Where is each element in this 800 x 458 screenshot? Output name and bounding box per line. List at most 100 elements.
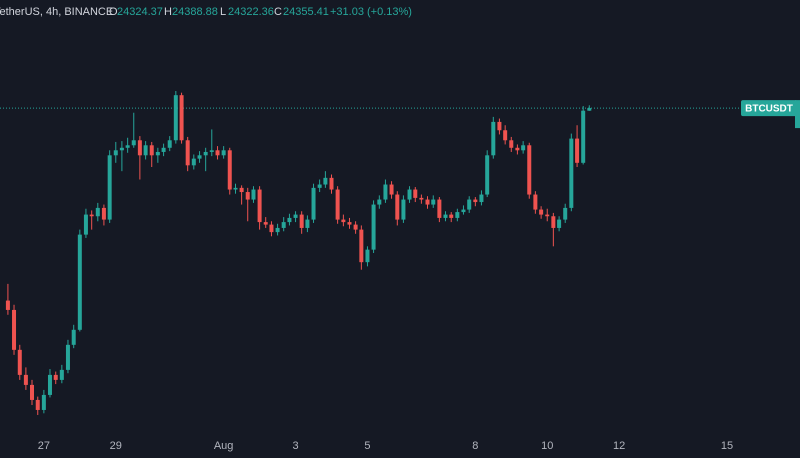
candle-body bbox=[521, 145, 526, 151]
candle-body bbox=[23, 374, 28, 385]
candle-body bbox=[467, 199, 472, 210]
candle-body bbox=[413, 189, 418, 198]
candle-body bbox=[497, 121, 502, 131]
candle-body bbox=[299, 214, 304, 228]
candle-body bbox=[185, 140, 190, 166]
candle-body bbox=[371, 204, 376, 250]
candle-body bbox=[191, 158, 196, 166]
candle-body bbox=[137, 140, 142, 156]
x-tick-label: 12 bbox=[613, 440, 625, 452]
candle-body bbox=[281, 222, 286, 228]
candle-body bbox=[155, 151, 160, 156]
candle-body bbox=[581, 110, 586, 163]
candle-body bbox=[77, 234, 82, 330]
candle-body bbox=[509, 140, 514, 148]
candle-body bbox=[455, 212, 460, 218]
x-tick-label: 3 bbox=[292, 440, 298, 452]
candle-body bbox=[173, 95, 178, 141]
candle-body bbox=[197, 155, 202, 159]
x-tick-label: 10 bbox=[541, 440, 553, 452]
candle-body bbox=[12, 309, 17, 350]
candle-body bbox=[383, 184, 388, 200]
x-tick-label: 15 bbox=[721, 440, 733, 452]
candle-body bbox=[377, 199, 382, 205]
candle-body bbox=[269, 224, 274, 233]
change: +31.03 (+0.13%) bbox=[330, 6, 412, 18]
candle-body bbox=[491, 121, 496, 156]
candle-body bbox=[443, 214, 448, 218]
candle-body bbox=[101, 207, 106, 220]
candle-body bbox=[473, 199, 478, 203]
candle-body bbox=[143, 145, 148, 156]
ohlc-value: 24355.41 bbox=[283, 6, 329, 18]
candle-body bbox=[461, 209, 466, 213]
candle-body bbox=[65, 344, 70, 370]
candle-body bbox=[293, 214, 298, 218]
candle-body bbox=[431, 199, 436, 205]
candle-body bbox=[551, 216, 556, 228]
price-label-box bbox=[741, 100, 797, 117]
candle-body bbox=[563, 207, 568, 220]
x-tick-label: 27 bbox=[38, 440, 50, 452]
candle-body bbox=[575, 138, 580, 163]
candle-body bbox=[41, 394, 46, 410]
candle-body bbox=[305, 219, 310, 228]
candle-body bbox=[545, 214, 550, 217]
candle-body bbox=[239, 187, 244, 193]
candle-body bbox=[353, 224, 358, 230]
candle-body bbox=[347, 222, 352, 225]
candle-body bbox=[35, 399, 40, 410]
candle-body bbox=[329, 177, 334, 190]
ohlc-label: O bbox=[109, 6, 118, 18]
candle-body bbox=[113, 150, 118, 156]
candle-body bbox=[425, 199, 430, 205]
ohlc-value: 24322.36 bbox=[228, 6, 274, 18]
candle-body bbox=[245, 192, 250, 200]
candle-body bbox=[287, 217, 292, 223]
x-tick-label: Aug bbox=[214, 440, 234, 452]
candle-body bbox=[209, 150, 214, 152]
candle-body bbox=[131, 140, 136, 146]
x-tick-label: 8 bbox=[472, 440, 478, 452]
candle-body bbox=[533, 194, 538, 210]
ohlc-label: L bbox=[220, 6, 226, 18]
candle-body bbox=[215, 150, 220, 156]
price-label: BTCUSDT bbox=[745, 104, 793, 115]
candle-body bbox=[203, 151, 208, 156]
symbol: TetherUS, 4h, BINANCE bbox=[0, 6, 113, 18]
candle-body bbox=[515, 147, 520, 151]
candle-body bbox=[407, 189, 412, 200]
candle-body bbox=[557, 219, 562, 228]
x-tick-label: 5 bbox=[364, 440, 370, 452]
candle-body bbox=[149, 145, 154, 156]
candle-body bbox=[395, 194, 400, 220]
candle-body bbox=[71, 329, 76, 345]
candle-body bbox=[311, 187, 316, 220]
candle-body bbox=[365, 249, 370, 263]
x-tick-label: 29 bbox=[110, 440, 122, 452]
candle-body bbox=[5, 300, 10, 310]
candle-body bbox=[167, 140, 172, 148]
candle-body bbox=[587, 108, 592, 111]
candle-body bbox=[479, 194, 484, 203]
candle-body bbox=[335, 189, 340, 220]
candle-body bbox=[341, 219, 346, 223]
candle-body bbox=[323, 177, 328, 185]
candle-body bbox=[275, 227, 280, 233]
candle-body bbox=[59, 369, 64, 380]
candle-body bbox=[233, 187, 238, 190]
candle-body bbox=[125, 145, 130, 148]
ohlc-value: 24324.37 bbox=[117, 6, 163, 18]
candle-body bbox=[263, 222, 268, 225]
candle-body bbox=[401, 199, 406, 220]
candle-body bbox=[227, 150, 232, 190]
candle-body bbox=[17, 349, 22, 375]
candle-body bbox=[47, 374, 52, 395]
candle-body bbox=[251, 189, 256, 200]
candle-body bbox=[527, 145, 532, 195]
candle-body bbox=[503, 130, 508, 141]
candle-body bbox=[179, 95, 184, 141]
ohlc-label: H bbox=[164, 6, 172, 18]
